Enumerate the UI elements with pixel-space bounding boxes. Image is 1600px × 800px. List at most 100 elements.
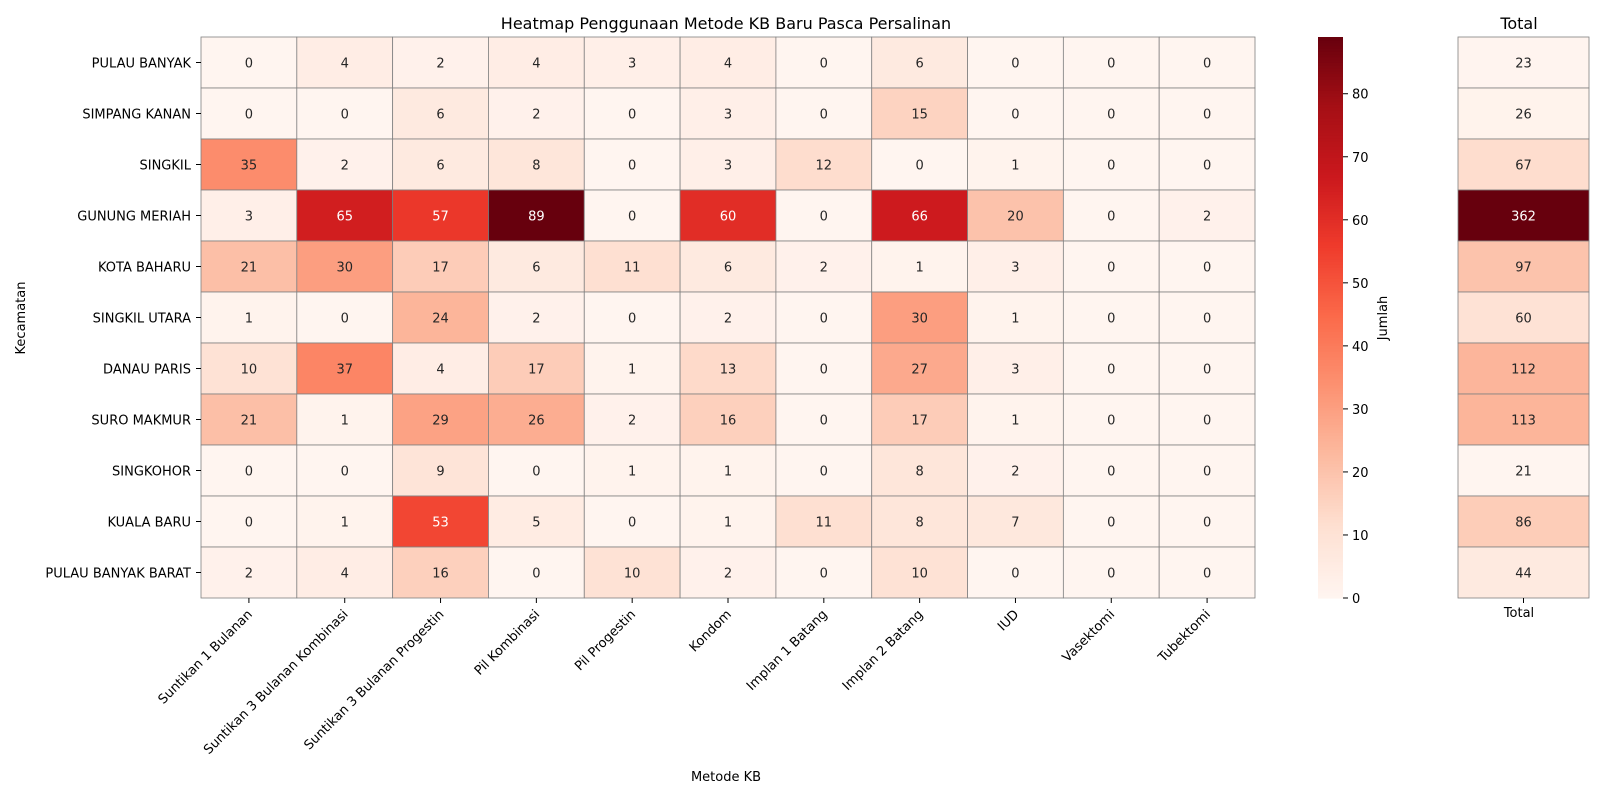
heatmap-cell-value: 2 [341,159,349,174]
heatmap-cell-value: 0 [820,210,828,225]
colorbar-segment [1318,586,1343,591]
heatmap-cell [679,444,777,497]
colorbar-segment [1318,236,1343,240]
heatmap-cell-value: 65 [336,210,353,225]
colorbar-segment [1318,362,1343,366]
colorbar-segment [1318,581,1343,585]
heatmap-cell [1062,36,1160,89]
colorbar-segment [1318,457,1343,462]
heatmap-cell [1062,444,1160,497]
colorbar-segment [1318,460,1343,464]
colorbar-segment [1318,45,1343,49]
heatmap-cell-value: 1 [245,312,253,327]
heatmap-cell-value: 10 [624,567,641,582]
colorbar-segment [1318,317,1343,321]
heatmap-cell-value: 0 [1203,108,1211,123]
colorbar-segment [1318,76,1343,80]
heatmap-cell-value: 2 [532,312,540,327]
colorbar-segment [1318,502,1343,507]
heatmap-cell-value: 1 [341,414,349,429]
colorbar-segment [1318,90,1343,94]
heatmap-cell [967,444,1064,497]
heatmap-cell-value: 1 [628,465,636,480]
heatmap-cell [488,240,585,293]
colorbar-segment [1318,331,1343,335]
colorbar-segment [1318,553,1343,557]
heatmap-cell-value: 4 [436,363,444,378]
colorbar-segment [1318,314,1343,319]
colorbar-segment [1318,379,1343,383]
colorbar-segment [1318,401,1343,406]
colorbar-segment [1318,208,1343,212]
heatmap-cell [1158,495,1256,548]
heatmap-cell-value: 27 [911,363,928,378]
y-tick-label: SIMPANG KANAN [82,108,191,123]
heatmap-cell-value: 0 [820,57,828,72]
colorbar-segment [1318,252,1343,257]
colorbar-segment [1318,233,1343,237]
colorbar-segment [1318,477,1343,481]
colorbar-segment [1318,300,1343,305]
x-tick-label: IUD [995,607,1022,634]
colorbar-segment [1318,345,1343,349]
colorbar-segment [1318,81,1343,86]
total-cell-value: 86 [1515,516,1532,531]
y-tick-label: KUALA BARU [107,516,191,531]
colorbar-segment [1318,202,1343,206]
heatmap-cell-value: 0 [1107,567,1115,582]
colorbar-segment [1318,491,1343,495]
colorbar-segment [1318,365,1343,369]
heatmap-cell-value: 1 [724,465,732,480]
colorbar-segment [1318,536,1343,540]
colorbar-segment [1318,589,1343,593]
colorbar-segment [1318,432,1343,436]
colorbar-segment [1318,62,1343,66]
colorbar-segment [1318,191,1343,195]
colorbar-segment [1318,539,1343,543]
heatmap-cell-value: 0 [1107,159,1115,174]
colorbar-segment [1318,446,1343,450]
heatmap-cell [392,546,489,599]
heatmap-cell-value: 3 [724,159,732,174]
heatmap-cell-value: 0 [1107,465,1115,480]
heatmap-cell [1158,444,1256,497]
x-tick-label: Kondom [687,607,735,655]
heatmap-cell-value: 53 [432,516,449,531]
colorbar-segment [1318,533,1343,537]
heatmap-cell-value: 0 [1203,261,1211,276]
heatmap-cell [488,291,585,344]
heatmap-cell [1062,393,1160,446]
heatmap-cell [967,291,1064,344]
heatmap-cell-value: 10 [911,567,928,582]
heatmap-cell [1062,342,1160,395]
colorbar-segment [1318,516,1343,521]
heatmap-cell-value: 4 [341,567,349,582]
heatmap-cell-value: 3 [1011,261,1019,276]
colorbar-segment [1318,530,1343,535]
heatmap-cell [871,87,968,140]
heatmap-cell-value: 30 [911,312,928,327]
y-tick-label: PULAU BANYAK [92,57,192,72]
heatmap-cell-value: 0 [245,465,253,480]
colorbar-segment [1318,87,1343,91]
heatmap-cell-value: 0 [1107,363,1115,378]
heatmap-cell [871,393,968,446]
colorbar-segment [1318,140,1343,145]
total-cell-value: 21 [1515,465,1532,480]
heatmap-cell [583,36,681,89]
colorbar-segment [1318,264,1343,268]
total-cell [1457,36,1590,89]
heatmap-cell [200,393,298,446]
heatmap-cell-value: 0 [1011,108,1019,123]
heatmap-cell [967,240,1064,293]
colorbar-segment [1318,65,1343,69]
heatmap-cell-value: 5 [532,516,540,531]
colorbar-segment [1318,440,1343,445]
total-cell-value: 362 [1511,210,1536,225]
heatmap-cell [392,342,489,395]
x-tick-label: Vasektomi [1060,607,1118,665]
heatmap-cell [392,444,489,497]
total-cell [1457,495,1590,548]
colorbar-segment [1318,180,1343,184]
colorbar-segment [1318,323,1343,327]
